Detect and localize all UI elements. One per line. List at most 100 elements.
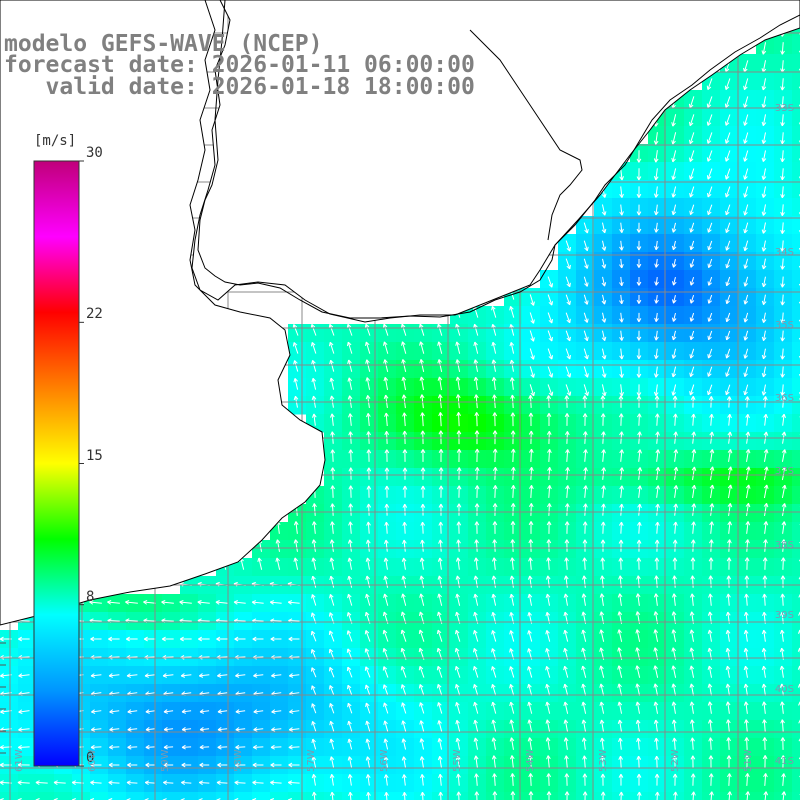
wind-arrow xyxy=(235,674,246,677)
lat-label: 37S xyxy=(774,466,794,477)
wind-arrow-head xyxy=(476,521,480,526)
wind-arrow xyxy=(673,575,676,588)
wind-arrow-head xyxy=(727,503,731,507)
wind-arrow-head xyxy=(617,701,620,706)
wind-arrow xyxy=(330,360,335,372)
wind-arrow-head xyxy=(545,593,548,599)
wind-arrow xyxy=(127,674,138,677)
wind-arrow-head xyxy=(330,431,333,436)
wind-arrow-head xyxy=(763,337,767,341)
wind-arrow-head xyxy=(564,395,568,400)
wind-arrow-head xyxy=(601,449,605,454)
wind-arrow-head xyxy=(783,396,786,401)
wind-arrow-head xyxy=(287,581,292,585)
wind-arrow-head xyxy=(108,782,113,786)
wind-arrow-head xyxy=(569,391,572,396)
wind-arrow-head xyxy=(347,721,350,726)
wind-arrow-head xyxy=(636,575,639,580)
wind-arrow xyxy=(528,719,533,732)
wind-arrow-head xyxy=(763,319,767,323)
wind-arrow-head xyxy=(707,390,709,395)
lon-label: 53W xyxy=(598,749,609,772)
wind-arrow xyxy=(90,656,102,659)
wind-arrow xyxy=(692,521,695,534)
wind-arrow-head xyxy=(744,557,748,562)
wind-arrow-head xyxy=(727,791,731,796)
wind-arrow xyxy=(620,204,623,216)
wind-arrow-head xyxy=(329,575,332,581)
wind-arrow-head xyxy=(675,521,678,526)
wind-arrow-head xyxy=(744,737,748,742)
wind-arrow xyxy=(655,738,658,750)
wind-arrow-head xyxy=(420,449,424,454)
wind-arrow xyxy=(636,683,641,696)
wind-arrow-head xyxy=(347,756,350,761)
wind-arrow xyxy=(637,575,640,588)
wind-arrow xyxy=(438,720,443,732)
wind-arrow-head xyxy=(349,395,353,400)
wind-arrow-head xyxy=(494,521,498,526)
wind-arrow xyxy=(439,539,442,552)
wind-arrow-head xyxy=(492,467,496,471)
wind-arrow-head xyxy=(582,701,587,706)
wind-arrow-head xyxy=(727,683,731,688)
wind-arrow-head xyxy=(748,484,751,489)
wind-arrow-head xyxy=(257,557,260,562)
wind-arrow-head xyxy=(709,413,713,418)
wind-arrow xyxy=(528,684,533,696)
wind-arrow-head xyxy=(384,376,389,381)
wind-arrow xyxy=(510,324,515,336)
wind-arrow-head xyxy=(329,630,334,634)
wind-arrow-head xyxy=(382,648,385,653)
wind-arrow-head xyxy=(329,774,333,779)
wind-arrow-head xyxy=(671,263,674,268)
wind-arrow-head xyxy=(527,701,530,707)
wind-arrow-head xyxy=(601,755,605,760)
wind-arrow-head xyxy=(761,648,765,653)
wind-arrow xyxy=(583,575,586,588)
wind-arrow-head xyxy=(383,756,386,761)
wind-arrow xyxy=(691,719,694,732)
wind-arrow-head xyxy=(17,762,22,766)
wind-arrow-head xyxy=(621,246,624,251)
wind-arrow-head xyxy=(474,485,478,490)
wind-arrow-head xyxy=(744,140,748,144)
wind-arrow-head xyxy=(761,373,764,378)
wind-arrow xyxy=(762,258,766,270)
wind-arrow xyxy=(762,348,766,359)
wind-arrow xyxy=(655,312,658,322)
wind-arrow-head xyxy=(656,557,660,562)
wind-arrow-head xyxy=(621,318,624,323)
wind-arrow-head xyxy=(693,791,696,796)
wind-arrow-head xyxy=(546,755,549,760)
wind-arrow xyxy=(655,348,658,359)
wind-arrow-head xyxy=(456,430,460,435)
wind-arrow xyxy=(728,773,730,786)
wind-arrow-head xyxy=(761,68,764,73)
wind-arrow-head xyxy=(401,557,405,562)
field-cell xyxy=(252,792,271,800)
wind-arrow-head xyxy=(564,647,568,652)
wind-arrow-head xyxy=(349,413,353,418)
wind-arrow-head xyxy=(724,139,727,144)
wind-arrow xyxy=(583,384,589,396)
wind-arrow-head xyxy=(197,618,202,621)
wind-arrow xyxy=(744,168,749,180)
wind-arrow xyxy=(691,575,694,588)
wind-arrow-head xyxy=(621,467,625,472)
wind-arrow-head xyxy=(329,539,333,544)
wind-arrow-head xyxy=(584,773,588,778)
wind-arrow-head xyxy=(492,593,497,598)
wind-arrow-head xyxy=(293,360,296,365)
wind-arrow-head xyxy=(655,193,659,198)
wind-arrow-head xyxy=(127,711,132,714)
wind-arrow-head xyxy=(744,391,748,396)
wind-arrow-head xyxy=(635,665,638,670)
wind-arrow-head xyxy=(438,485,442,490)
wind-arrow-head xyxy=(439,773,443,778)
wind-arrow-head xyxy=(708,737,711,742)
wind-arrow-head xyxy=(763,683,767,688)
wind-arrow xyxy=(295,521,298,534)
wind-arrow-head xyxy=(456,448,460,453)
wind-arrow-head xyxy=(234,764,239,768)
